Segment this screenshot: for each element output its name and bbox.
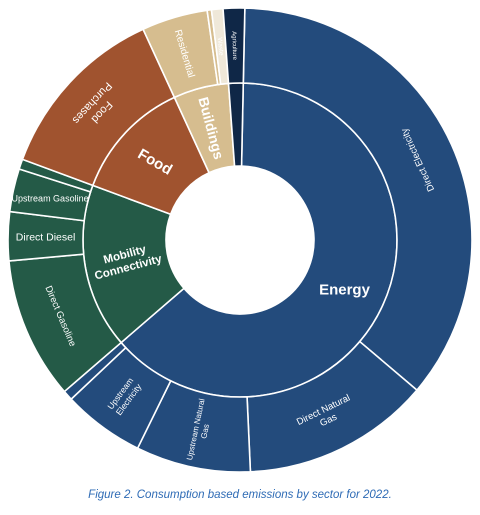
subsector-label-line: Direct Diesel <box>16 232 76 244</box>
subsector-waste-label: Waste <box>216 37 225 56</box>
sector-energy-label: Energy <box>319 281 371 298</box>
sunburst-chart: Energy Mobility Connectivity Food Buildings D… <box>7 7 473 473</box>
figure-caption: Figure 2. Consumption based emissions by… <box>88 489 392 501</box>
subsector-agriculture-label: Agriculture <box>230 31 237 60</box>
sector-label-line: Energy <box>319 281 371 298</box>
subsector-agriculture <box>222 7 246 85</box>
subsector-label-line: Agriculture <box>230 31 237 60</box>
subsector-label-line: Gas <box>199 423 211 439</box>
subsector-label-line: Upstream Gasoline <box>12 193 89 203</box>
subsector-direct-diesel-label: Direct Diesel <box>16 232 76 244</box>
subsector-direct-electricity <box>242 7 473 392</box>
subsector-upstream-gasoline-label: Upstream Gasoline <box>12 193 89 203</box>
subsector-label-line: Waste <box>216 37 225 56</box>
